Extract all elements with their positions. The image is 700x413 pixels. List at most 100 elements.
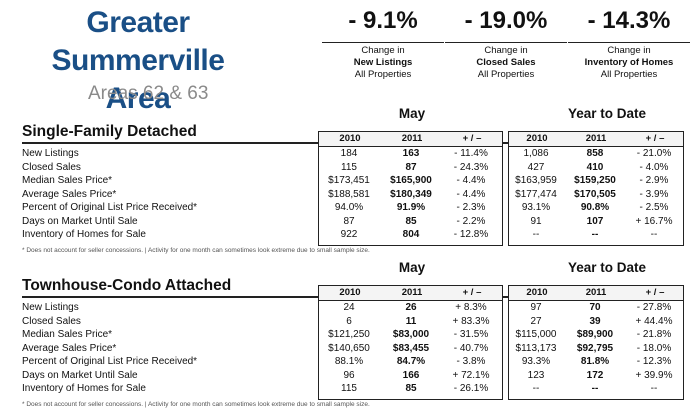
group-head-ytd: Year to Date [567,260,647,275]
col-change: + / – [462,133,482,144]
ytd-2011-cell: $89,900 [576,329,614,340]
stat-line-1: Change in [484,45,528,56]
month-2010-cell: 922 [340,229,358,240]
ytd-table-box [508,300,684,400]
month-2010-cell: 115 [341,383,357,394]
page-title: Greater Summerville Area [28,4,248,118]
row-label: Average Sales Price* [22,342,117,354]
row-label: Closed Sales [22,161,81,173]
row-label: Percent of Original List Price Received* [22,356,198,367]
ytd-2010-cell: $177,474 [515,188,557,200]
month-2010-cell: 6 [346,315,352,327]
footnote: * Does not account for seller concession… [22,247,370,254]
stat-new-listings: - 9.1% Change in New Listings All Proper… [322,4,444,81]
table-row: Average Sales Price* $140,650 $83,455 - 40.… [22,343,684,354]
ytd-change-cell: - 27.8% [636,302,672,313]
month-change-cell: - 12.8% [453,229,489,240]
month-2010-cell: 96 [343,369,355,381]
table-row: Average Sales Price* $188,581 $180,349 - 4.… [22,189,684,200]
stat-value: - 14.3% [587,7,671,34]
row-label: New Listings [22,148,79,159]
col-2010: 2010 [526,133,548,144]
month-column-header: 2010 2011 + / – [318,285,503,301]
ytd-2010-cell: 123 [527,369,545,381]
row-label: Percent of Original List Price Received* [22,202,198,213]
month-change-cell: + 72.1% [452,369,490,381]
table-row: New Listings 184 163 - 11.4% 1,086 858 - 21.0% [22,148,684,159]
group-head-ytd: Year to Date [567,106,647,121]
row-label: Days on Market Until Sale [22,215,138,227]
title-line-1: Greater Summerville [51,6,225,77]
col-2011: 2011 [585,133,607,144]
month-2011-cell: $83,455 [392,342,430,354]
row-label: Days on Market Until Sale [22,369,138,381]
month-change-cell: - 4.4% [456,188,486,200]
stat-line-3: All Properties [354,69,412,80]
footnote: * Does not account for seller concession… [22,401,370,408]
stat-divider [322,42,444,43]
month-2010-cell: $140,650 [328,342,370,354]
ytd-column-header: 2010 2011 + / – [508,285,684,301]
stat-line-3: All Properties [477,69,535,80]
month-table-box [318,146,503,246]
table-row: Inventory of Homes for Sale 922 804 - 12.8%… [22,229,684,240]
month-2011-cell: 166 [402,369,420,381]
stat-line-2: New Listings [353,57,413,68]
col-2010: 2010 [526,287,548,298]
row-label: Median Sales Price* [22,329,113,340]
ytd-2011-cell: 172 [586,369,604,381]
section-title: Townhouse-Condo Attached [22,277,232,294]
ytd-change-cell: -- [650,229,658,240]
month-change-cell: - 31.5% [453,329,489,340]
month-change-cell: - 11.4% [454,148,488,159]
table-row: New Listings 24 26 + 8.3% 97 70 - 27.8% [22,302,684,313]
ytd-2011-cell: 81.8% [580,356,610,367]
ytd-2010-cell: $163,959 [515,175,557,186]
month-2011-cell: 26 [405,302,417,313]
ytd-change-cell: - 4.0% [639,161,669,173]
section-townhouse-condo: May Year to Date Townhouse-Condo Attache… [22,260,684,410]
col-change: + / – [645,287,665,298]
month-2011-cell: 91.9% [396,202,426,213]
ytd-2011-cell: 70 [589,302,601,313]
row-label: Closed Sales [22,315,81,327]
month-change-cell: + 8.3% [455,302,487,313]
ytd-change-cell: + 39.9% [635,369,673,381]
table-row: Inventory of Homes for Sale 115 85 - 26.1% -… [22,383,684,394]
col-2011: 2011 [401,287,423,298]
stat-line-2: Closed Sales [476,57,536,68]
ytd-2011-cell: 858 [586,148,604,159]
month-2011-cell: 84.7% [396,356,426,367]
ytd-change-cell: + 16.7% [635,215,673,227]
month-table-box [318,300,503,400]
section-title: Single-Family Detached [22,123,197,140]
section-single-family: May Year to Date Single-Family Detached … [22,106,684,256]
stat-closed-sales: - 19.0% Change in Closed Sales All Prope… [445,4,567,81]
stat-value: - 9.1% [348,7,418,34]
table-row: Percent of Original List Price Received*… [22,202,684,213]
row-label: Inventory of Homes for Sale [22,383,146,394]
ytd-change-cell: - 3.9% [639,188,669,200]
stat-divider [445,42,567,43]
table-row: Days on Market Until Sale 87 85 - 2.2% 91 107… [22,216,684,227]
ytd-change-cell: - 12.3% [636,356,672,367]
stat-line-1: Change in [361,45,405,56]
ytd-change-cell: - 2.9% [639,175,669,186]
ytd-2011-cell: $170,505 [574,188,616,200]
month-change-cell: - 2.3% [456,202,486,213]
table-row: Closed Sales 6 11 + 83.3% 27 39 + 44.4% [22,316,684,327]
month-2011-cell: 11 [405,315,417,327]
col-2011: 2011 [585,287,607,298]
month-change-cell: + 83.3% [452,315,490,327]
ytd-change-cell: - 2.5% [639,202,669,213]
month-2011-cell: 163 [402,148,420,159]
col-change: + / – [645,133,665,144]
ytd-2011-cell: $92,795 [576,342,614,354]
row-label: Median Sales Price* [22,175,113,186]
ytd-column-header: 2010 2011 + / – [508,131,684,147]
ytd-2010-cell: -- [532,383,540,394]
col-change: + / – [462,287,482,298]
month-2011-cell: $165,900 [390,175,432,186]
month-2010-cell: 24 [343,302,355,313]
ytd-2011-cell: 107 [586,215,604,227]
